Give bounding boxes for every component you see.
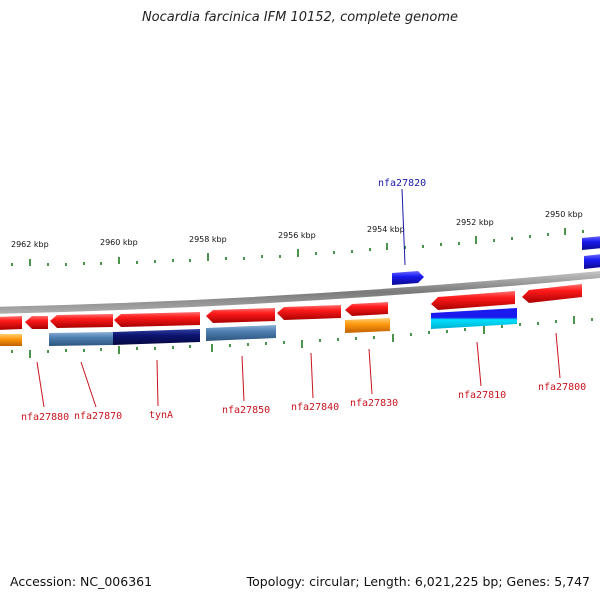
gene-arrow-nfa27810[interactable]: [431, 291, 515, 310]
accession-text: Accession: NC_006361: [10, 574, 153, 589]
gene-label-nfa27810[interactable]: nfa27810: [458, 390, 506, 401]
scale-label: 2950 kbp: [545, 210, 583, 219]
gene-label-nfa27880[interactable]: nfa27880: [21, 412, 69, 423]
gene-arrow-right-edge[interactable]: [582, 236, 600, 250]
gene-arrow-tynA[interactable]: [114, 312, 200, 327]
gene-label-nfa27840[interactable]: nfa27840: [291, 402, 339, 413]
scale-ticks-lower: [11, 316, 593, 358]
gene-arrow-nfa27850[interactable]: [206, 308, 275, 323]
gene-label-nfa27800[interactable]: nfa27800: [538, 382, 586, 393]
gene-label-nfa27830[interactable]: nfa27830: [350, 398, 398, 409]
scale-label: 2952 kbp: [456, 218, 494, 227]
cog-box-left: [0, 334, 22, 346]
scale-label: 2958 kbp: [189, 235, 227, 244]
label-leaders: [36, 188, 561, 408]
cog-box-nfa27810: [431, 308, 517, 329]
gene-arrow-right-edge-2[interactable]: [584, 254, 600, 269]
gene-label-nfa27850[interactable]: nfa27850: [222, 405, 270, 416]
chromosome-backbone: [0, 270, 600, 314]
gene-label-nfa27870[interactable]: nfa27870: [74, 411, 122, 422]
cog-box-nfa27830: [345, 318, 390, 333]
cog-box-nfa27850: [206, 325, 276, 341]
gene-arrow-nfa27800[interactable]: [522, 284, 582, 303]
gene-arrow-nfa27880[interactable]: [25, 316, 48, 329]
scale-label: 2956 kbp: [278, 231, 316, 240]
gene-arrow-nfa27830[interactable]: [345, 302, 388, 316]
scale-label: 2962 kbp: [11, 240, 49, 249]
gene-arrow-left-partial[interactable]: [0, 316, 22, 330]
page-title: Nocardia farcinica IFM 10152, complete g…: [141, 10, 459, 25]
gene-arrow-nfa27870[interactable]: [50, 314, 113, 328]
gene-arrow-nfa27820[interactable]: [392, 271, 424, 285]
scale-label: 2954 kbp: [367, 225, 405, 234]
cog-box-tynA: [113, 329, 200, 345]
gene-arrow-nfa27840[interactable]: [277, 305, 341, 320]
gene-label-nfa27820[interactable]: nfa27820: [378, 178, 426, 189]
scale-label: 2960 kbp: [100, 238, 138, 247]
gene-label-tynA[interactable]: tynA: [149, 410, 173, 421]
genome-summary-text: Topology: circular; Length: 6,021,225 bp…: [246, 574, 590, 589]
cog-box-nfa27870: [49, 332, 113, 346]
scale-ticks-upper: [11, 228, 584, 266]
